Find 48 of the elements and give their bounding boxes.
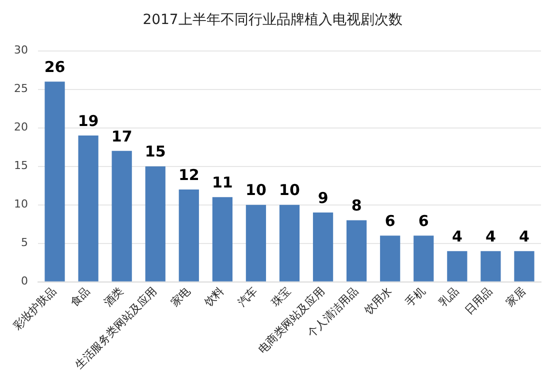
bar <box>112 150 132 282</box>
x-tick-label: 手机 <box>403 284 428 310</box>
x-tick-label: 家电 <box>168 284 194 310</box>
bar <box>514 251 534 282</box>
data-label: 10 <box>279 181 300 200</box>
bar <box>246 204 266 282</box>
bar <box>346 220 367 282</box>
x-tick-label: 乳品 <box>436 284 462 310</box>
x-tick-label: 日用品 <box>462 284 495 318</box>
chart-title: 2017上半年不同行业品牌植入电视剧次数 <box>142 12 402 28</box>
bar <box>414 236 434 282</box>
data-label: 15 <box>144 142 166 161</box>
y-tick-label: 5 <box>20 236 28 250</box>
x-tick-label: 饮用水 <box>361 284 394 318</box>
bar <box>380 236 400 282</box>
data-label: 4 <box>452 227 462 246</box>
bar <box>279 204 300 282</box>
x-tick-label: 汽车 <box>235 284 260 310</box>
bar <box>447 251 468 282</box>
data-label: 26 <box>44 58 66 76</box>
y-tick-label: 10 <box>14 198 28 211</box>
y-tick-label: 15 <box>14 159 28 172</box>
data-label: 9 <box>318 188 328 207</box>
bar <box>178 189 199 282</box>
y-tick-label: 30 <box>14 44 28 57</box>
bar <box>145 166 166 282</box>
x-tick-label: 食品 <box>68 284 92 310</box>
x-tick-label: 珠宝 <box>268 284 294 310</box>
data-label: 8 <box>351 196 362 215</box>
y-tick-label: 20 <box>14 120 28 134</box>
data-label: 12 <box>178 166 200 184</box>
data-label: 10 <box>246 181 266 200</box>
x-tick-label: 饮料 <box>201 284 227 310</box>
x-tick-label: 家居 <box>504 284 528 310</box>
x-tick-label: 酒类 <box>101 284 126 310</box>
data-label: 6 <box>418 212 429 230</box>
data-label: 17 <box>111 127 132 146</box>
bar <box>44 82 65 282</box>
data-label: 11 <box>212 174 233 192</box>
data-label: 6 <box>384 212 396 230</box>
y-tick-label: 25 <box>14 82 28 96</box>
data-label: 19 <box>78 112 99 130</box>
bar <box>312 212 334 282</box>
bar <box>78 136 98 282</box>
data-label: 4 <box>519 227 530 246</box>
bar <box>212 197 232 282</box>
bar <box>480 251 501 282</box>
data-label: 4 <box>485 227 496 246</box>
